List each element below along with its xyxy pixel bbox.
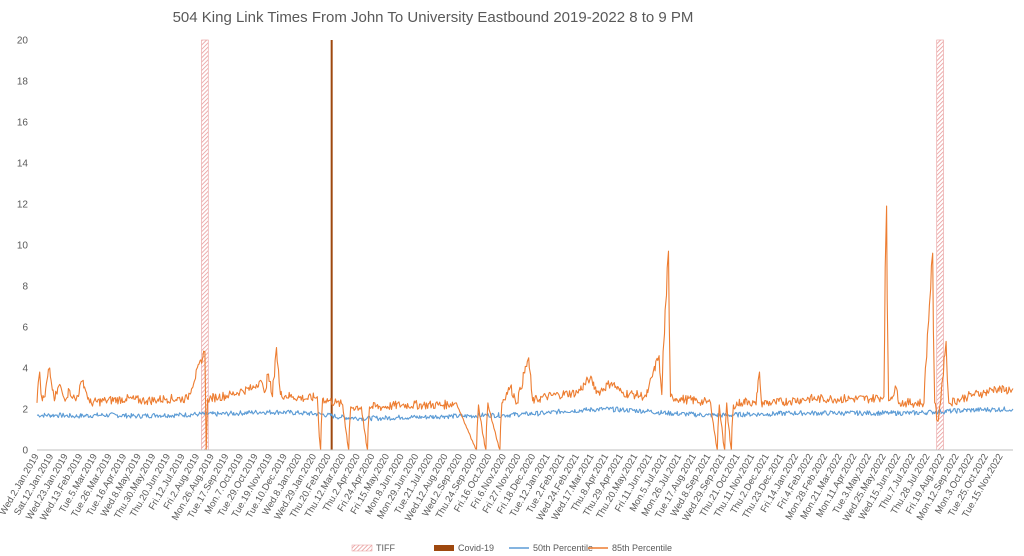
chart-title: 504 King Link Times From John To Univers… (172, 9, 694, 26)
y-tick-label: 10 (17, 241, 29, 252)
legend-swatch-tiff (351, 544, 373, 552)
y-tick-label: 12 (17, 200, 29, 211)
covid-bar-0 (330, 40, 333, 450)
tiff-bands (201, 39, 944, 451)
legend-label: Covid-19 (458, 543, 494, 553)
x-tick-labels: Wed.2.Jan.2019Sat.12.Jan.2019Wed.23.Jan.… (0, 452, 1006, 524)
series-lines (36, 205, 1014, 451)
legend-label: 50th Percentile (533, 543, 593, 553)
y-tick-label: 14 (17, 159, 29, 170)
legend-swatch-covid (434, 545, 454, 551)
y-tick-label: 16 (17, 118, 29, 129)
y-tick-label: 8 (22, 282, 28, 293)
y-tick-label: 6 (22, 323, 28, 334)
y-tick-label: 20 (17, 36, 29, 47)
legend: TIFF Covid-19 50th Percentile 85th Percenti… (351, 543, 672, 553)
tiff-band-1 (936, 39, 944, 451)
y-tick-label: 2 (22, 405, 28, 416)
y-tick-label: 4 (22, 364, 28, 375)
legend-label: 85th Percentile (612, 543, 672, 553)
y-tick-label: 18 (17, 77, 29, 88)
series-line-0 (36, 406, 1014, 422)
covid-bars (330, 40, 333, 450)
legend-label: TIFF (376, 543, 395, 553)
series-line-1 (36, 205, 1014, 451)
y-tick-label: 0 (22, 446, 28, 457)
y-tick-labels: 0 2 4 6 8 10 12 14 16 18 20 (17, 36, 29, 457)
